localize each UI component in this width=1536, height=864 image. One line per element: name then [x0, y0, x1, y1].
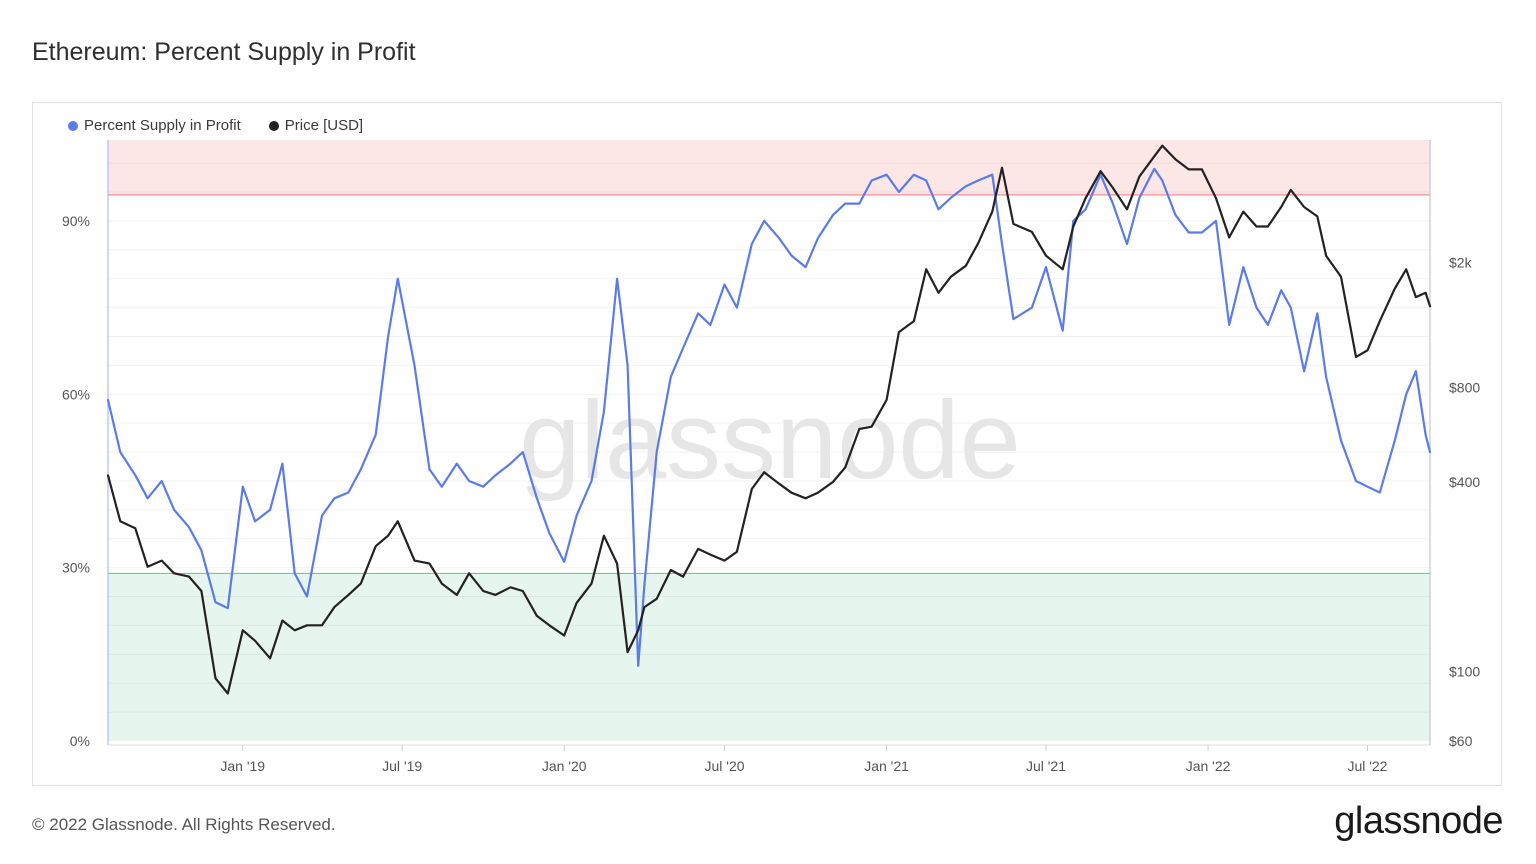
legend-label: Percent Supply in Profit	[84, 117, 241, 134]
right-tick-label: $100	[1449, 663, 1480, 679]
series-line-price	[106, 144, 1432, 695]
copyright-text: © 2022 Glassnode. All Rights Reserved.	[32, 815, 336, 834]
legend-item-supply-in-profit[interactable]: Percent Supply in Profit	[68, 117, 241, 134]
chart-series	[106, 144, 1432, 695]
grid-lines	[108, 162, 1430, 713]
chart-panel	[32, 102, 1502, 786]
x-tick-label: Jul '21	[1026, 758, 1066, 774]
x-tick-label: Jul '22	[1347, 758, 1387, 774]
right-tick-label: $400	[1449, 474, 1480, 490]
legend-item-price[interactable]: Price [USD]	[268, 117, 364, 134]
page-title: Ethereum: Percent Supply in Profit	[32, 38, 416, 66]
x-tick-label: Jul '19	[382, 758, 422, 774]
right-tick-label: $60	[1449, 733, 1473, 749]
left-tick-label: 30%	[62, 560, 90, 576]
left-tick-label: 90%	[62, 213, 90, 229]
series-line-supply-in-profit	[106, 167, 1432, 668]
x-tick-label: Jul '20	[705, 758, 745, 774]
right-tick-label: $800	[1449, 379, 1480, 395]
x-tick-label: Jan '21	[864, 758, 909, 774]
band-lower	[108, 573, 1430, 741]
left-tick-label: 60%	[62, 386, 90, 402]
legend-dot-icon	[68, 120, 78, 131]
tick-labels: 0% 30% 60% 90% $60 $100 $400 $800 $2k Jan '19 Jul …	[62, 213, 1480, 774]
chart-legend: Percent Supply in Profit Price [USD]	[68, 117, 363, 134]
x-tick-label: Jan '22	[1186, 758, 1231, 774]
watermark-text: glassnode	[519, 379, 1021, 502]
x-tick-label: Jan '19	[220, 758, 265, 774]
right-tick-label: $2k	[1449, 254, 1473, 270]
left-tick-label: 0%	[70, 733, 90, 749]
brand-logo: glassnode	[1334, 800, 1503, 842]
x-tick-label: Jan '20	[542, 758, 587, 774]
chart-axes	[107, 140, 1431, 746]
band-upper	[108, 140, 1430, 195]
legend-dot-icon	[268, 120, 279, 131]
legend-label: Price [USD]	[284, 117, 364, 134]
